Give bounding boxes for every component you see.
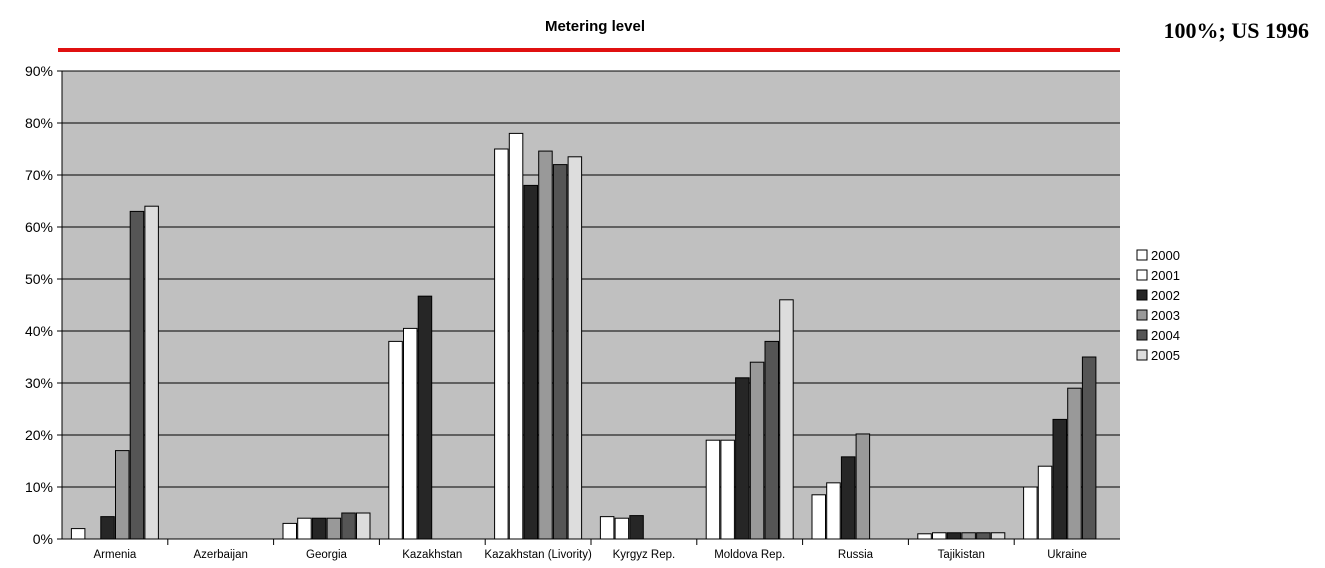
legend-swatch-2004	[1136, 329, 1148, 341]
legend-swatch-2003	[1136, 309, 1148, 321]
x-category-label: Kazakhstan (Livority)	[484, 549, 592, 561]
bar-2002	[1052, 418, 1067, 540]
bar-2000	[705, 439, 721, 540]
legend-swatch-2005	[1136, 349, 1148, 361]
bar-2001	[826, 482, 841, 540]
bar-2000	[388, 340, 403, 540]
y-tick-label: 40%	[25, 323, 53, 339]
legend-swatch-2002	[1136, 289, 1148, 301]
legend-label: 2002	[1151, 288, 1180, 303]
bar-2000	[599, 516, 615, 540]
y-tick-label: 30%	[25, 375, 53, 391]
bar-2005	[144, 205, 159, 540]
bar-2000	[811, 494, 826, 540]
bar-2001	[508, 132, 524, 540]
bar-2001	[1037, 465, 1053, 540]
x-category-label: Tajikistan	[938, 549, 985, 561]
bar-2004	[129, 210, 145, 540]
bar-2005	[779, 299, 794, 540]
legend-label: 2004	[1151, 328, 1180, 343]
bar-2001	[932, 532, 947, 540]
bar-2002	[311, 517, 327, 540]
bar-2002	[735, 377, 750, 540]
bar-2002	[100, 516, 115, 540]
bar-2004	[764, 340, 779, 540]
y-tick-label: 50%	[25, 271, 53, 287]
bar-2000	[494, 148, 509, 540]
bar-2002	[417, 295, 433, 540]
y-tick-label: 80%	[25, 115, 53, 131]
bar-2003	[749, 361, 765, 540]
x-category-label: Moldova Rep.	[714, 549, 785, 561]
bar-2003	[1067, 387, 1082, 540]
bar-2005	[990, 532, 1006, 540]
y-tick-label: 10%	[25, 479, 53, 495]
y-tick-label: 60%	[25, 219, 53, 235]
bar-2001	[297, 517, 312, 540]
bar-2002	[629, 515, 644, 540]
legend-label: 2000	[1151, 248, 1180, 263]
bar-2003	[855, 433, 871, 540]
bar-2003	[115, 450, 130, 540]
legend-swatch-2000	[1136, 249, 1148, 261]
bar-2000	[917, 533, 932, 540]
title-rule	[58, 48, 1120, 52]
x-category-label: Ukraine	[1047, 549, 1087, 561]
bar-2002	[946, 532, 962, 540]
side-note: 100%; US 1996	[1163, 18, 1309, 43]
bar-2005	[356, 512, 371, 540]
legend-label: 2005	[1151, 348, 1180, 363]
bar-2005	[567, 156, 583, 540]
bar-2002	[523, 184, 538, 540]
x-category-label: Georgia	[306, 549, 348, 561]
bar-2001	[720, 439, 735, 540]
plot-area	[62, 71, 1120, 539]
y-tick-label: 90%	[25, 63, 53, 79]
x-category-label: Azerbaijan	[194, 549, 248, 561]
bar-2004	[341, 512, 356, 540]
bar-2003	[538, 150, 553, 540]
bar-2000	[70, 528, 86, 540]
y-tick-label: 70%	[25, 167, 53, 183]
chart-title: Metering level	[544, 18, 646, 35]
y-tick-label: 20%	[25, 427, 53, 443]
bar-2000	[282, 522, 297, 540]
bar-2000	[1023, 486, 1038, 540]
legend-swatch-2001	[1136, 269, 1148, 281]
bar-2002	[840, 456, 856, 540]
bar-2003	[961, 532, 976, 540]
x-category-label: Kyrgyz Rep.	[613, 549, 676, 561]
bar-2004	[552, 164, 568, 540]
x-category-label: Russia	[838, 549, 874, 561]
x-category-label: Armenia	[93, 549, 136, 561]
legend-label: 2003	[1151, 308, 1180, 323]
bar-2004	[976, 532, 991, 540]
legend-label: 2001	[1151, 268, 1180, 283]
x-category-label: Kazakhstan	[402, 549, 462, 561]
bar-2003	[326, 517, 342, 540]
y-tick-label: 0%	[33, 531, 53, 547]
bar-2004	[1081, 356, 1097, 540]
bar-2001	[614, 517, 630, 540]
bar-2001	[403, 327, 418, 540]
